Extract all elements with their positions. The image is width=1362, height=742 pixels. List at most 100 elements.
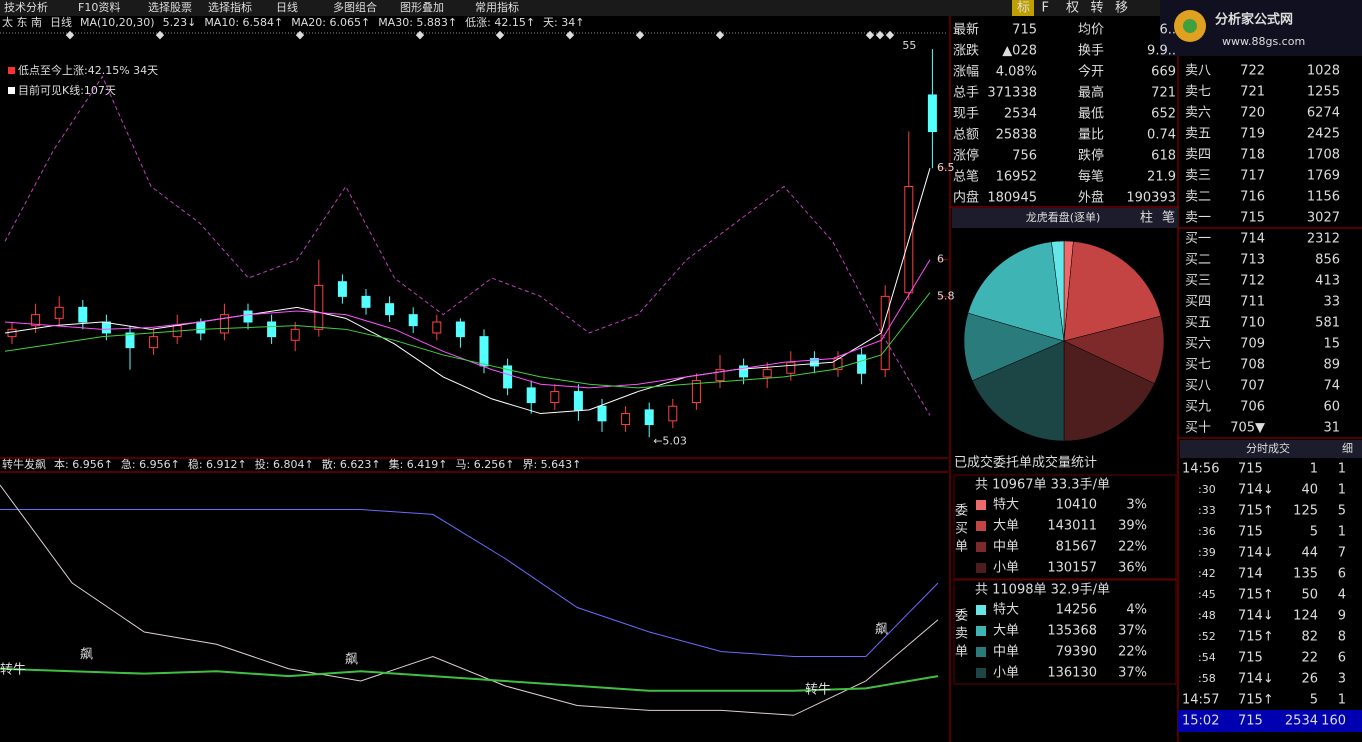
quote-value: 180945 bbox=[987, 191, 1037, 206]
trade-time: :33 bbox=[1198, 504, 1216, 517]
pie-title: 龙虎看盘(逐单) bbox=[1026, 210, 1101, 224]
legend-swatch bbox=[8, 87, 15, 94]
book-label: 买八 bbox=[1185, 379, 1211, 394]
book-label: 卖五 bbox=[1185, 127, 1211, 142]
legend-text: 低点至今上涨:42.15% 34天 bbox=[18, 63, 158, 77]
menu-item[interactable]: 日线 bbox=[276, 0, 298, 14]
book-volume: 3027 bbox=[1307, 211, 1340, 226]
book-volume: 31 bbox=[1323, 421, 1340, 436]
trade-price: 714↓ bbox=[1238, 546, 1274, 561]
pie-slice bbox=[1051, 240, 1065, 342]
candle-body bbox=[7, 328, 17, 338]
tab[interactable]: 标 bbox=[1017, 1, 1030, 16]
trade-volume: 5 bbox=[1310, 693, 1318, 708]
menu-item[interactable]: 技术分析 bbox=[4, 0, 48, 14]
pie-button[interactable]: 笔 bbox=[1162, 210, 1175, 226]
stats-volume: 136130 bbox=[1047, 666, 1097, 681]
trades-button[interactable]: 细 bbox=[1342, 442, 1353, 455]
quote-label: 总额 bbox=[953, 128, 979, 143]
candle-body bbox=[809, 358, 819, 367]
header-item: MA10: 6.584↑ bbox=[204, 16, 283, 29]
trade-count: 3 bbox=[1338, 672, 1346, 687]
menu-item[interactable]: F10资料 bbox=[78, 0, 120, 14]
trade-time: :54 bbox=[1198, 651, 1216, 664]
trade-count: 1 bbox=[1338, 483, 1346, 498]
book-volume: 74 bbox=[1323, 379, 1340, 394]
stats-pct: 22% bbox=[1118, 645, 1147, 660]
quote-value: 618 bbox=[1151, 149, 1176, 164]
quote-value: ▲028 bbox=[1002, 44, 1037, 59]
signal-label: 飙 bbox=[80, 647, 93, 663]
trade-price: 715 bbox=[1238, 462, 1263, 477]
menu-item[interactable]: 多图组合 bbox=[333, 0, 377, 14]
quote-label: 总手 bbox=[953, 86, 979, 101]
quote-value: 715 bbox=[1012, 23, 1037, 38]
y-tick-label: 6.5 bbox=[937, 161, 955, 174]
trade-count: 7 bbox=[1338, 546, 1346, 561]
book-volume: 89 bbox=[1323, 358, 1340, 373]
quote-value: 669 bbox=[1151, 65, 1176, 80]
diamond: ◆ bbox=[66, 28, 75, 41]
stats-swatch bbox=[976, 668, 986, 678]
legend-text: 目前可见K线:107天 bbox=[18, 83, 116, 97]
quote-label: 涨停 bbox=[953, 148, 979, 164]
trade-volume: 124 bbox=[1293, 609, 1318, 624]
trade-count: 1 bbox=[1338, 462, 1346, 477]
stats-swatch bbox=[976, 626, 986, 636]
tab[interactable]: 移 bbox=[1115, 1, 1128, 16]
book-price: 720 bbox=[1240, 106, 1265, 121]
tab[interactable]: 权 bbox=[1066, 0, 1079, 16]
low-label: ←5.03 bbox=[653, 434, 687, 447]
trade-price: 715 bbox=[1238, 525, 1263, 540]
stats-name: 大单 bbox=[993, 519, 1019, 534]
book-label: 卖七 bbox=[1185, 85, 1211, 100]
candle-body bbox=[385, 303, 395, 316]
trade-time: :48 bbox=[1198, 609, 1216, 622]
tab-active bbox=[1012, 0, 1034, 16]
pie-button[interactable]: 柱 bbox=[1140, 211, 1153, 226]
book-volume: 1156 bbox=[1307, 190, 1340, 205]
trade-time: :36 bbox=[1198, 525, 1216, 538]
diamond: ◆ bbox=[636, 28, 645, 41]
stats-name: 中单 bbox=[993, 540, 1019, 555]
menu-item[interactable]: 常用指标 bbox=[475, 0, 519, 14]
menu-item[interactable]: 选择指标 bbox=[208, 0, 252, 14]
quote-value: 6.. bbox=[1159, 23, 1176, 38]
signal-label: 转牛 bbox=[805, 683, 831, 698]
book-label: 买五 bbox=[1185, 316, 1211, 331]
menu-item[interactable]: 选择股票 bbox=[148, 0, 192, 14]
header-item: MA(10,20,30) bbox=[80, 16, 155, 29]
trade-volume: 1 bbox=[1310, 462, 1318, 477]
stats-swatch bbox=[976, 521, 986, 531]
logo-title: 分析家公式网 bbox=[1215, 12, 1293, 28]
trade-count: 1 bbox=[1338, 525, 1346, 540]
stats-swatch bbox=[976, 500, 986, 510]
candle-body bbox=[550, 391, 560, 404]
header-item: MA30: 5.883↑ bbox=[378, 16, 457, 29]
stats-summary: 共 11098单 32.9手/单 bbox=[975, 583, 1110, 598]
trade-price: 714 bbox=[1238, 567, 1263, 582]
book-price: 705▼ bbox=[1230, 421, 1265, 436]
stats-side: 委 bbox=[955, 504, 968, 519]
quote-label: 换手 bbox=[1078, 44, 1104, 59]
pie-header bbox=[952, 208, 1178, 228]
book-price: 711 bbox=[1240, 295, 1265, 310]
menu-item[interactable]: 图形叠加 bbox=[400, 1, 444, 14]
tab[interactable]: 转 bbox=[1091, 1, 1104, 16]
header-item: 太 东 南 bbox=[2, 16, 42, 29]
trade-highlight bbox=[1178, 710, 1362, 732]
book-label: 卖一 bbox=[1185, 211, 1211, 226]
stats-box bbox=[953, 579, 1177, 685]
tab[interactable]: F bbox=[1042, 1, 1049, 16]
stats-volume: 10410 bbox=[1056, 498, 1097, 513]
book-label: 卖六 bbox=[1185, 106, 1211, 121]
candle-body bbox=[739, 365, 749, 378]
stats-box bbox=[953, 474, 1177, 580]
book-volume: 1708 bbox=[1307, 148, 1340, 163]
header-item: 急: 6.956↑ bbox=[121, 457, 180, 471]
stats-title: 已成交委托单成交量统计 bbox=[954, 455, 1097, 471]
book-price: 710 bbox=[1240, 316, 1265, 331]
header-item: 投: 6.804↑ bbox=[255, 457, 314, 471]
stats-volume: 135368 bbox=[1047, 624, 1097, 639]
quote-label: 跌停 bbox=[1078, 148, 1104, 164]
